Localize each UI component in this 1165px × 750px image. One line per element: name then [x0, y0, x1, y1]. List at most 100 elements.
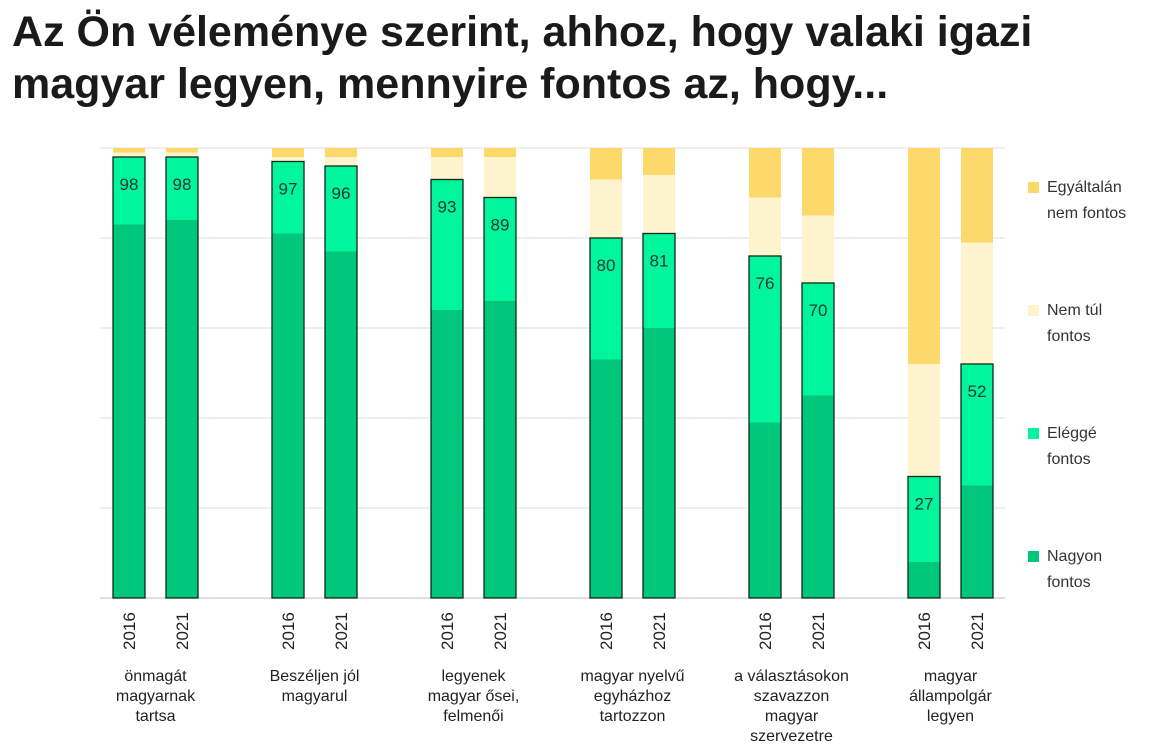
- bar-segment: [484, 197, 516, 301]
- bar-segment: [166, 152, 198, 157]
- legend-label: fontos: [1047, 451, 1091, 468]
- bar-segment: [272, 161, 304, 234]
- bar-segment: [643, 148, 675, 175]
- data-label: 89: [491, 216, 510, 235]
- bar-segment: [325, 251, 357, 598]
- legend-label: Nem túl: [1047, 302, 1102, 319]
- data-label: 76: [756, 274, 775, 293]
- bar-segment: [431, 157, 463, 180]
- group-label: tartozzon: [600, 708, 666, 725]
- important-outline: [907, 475, 941, 599]
- bar-segment: [590, 179, 622, 238]
- year-tick-label: 2016: [597, 612, 616, 650]
- legend-swatch: [1028, 551, 1039, 562]
- bar-segment: [431, 179, 463, 310]
- year-tick-label: 2021: [332, 612, 351, 650]
- chart-title-line-2: magyar legyen, mennyire fontos az, hogy.…: [12, 60, 889, 108]
- important-outline: [483, 196, 517, 599]
- group-label: magyar ősei,: [428, 688, 520, 705]
- gridlines: [100, 147, 1005, 599]
- data-label: 81: [650, 252, 669, 271]
- group-label: egyházhoz: [594, 688, 671, 705]
- important-outline: [271, 160, 305, 599]
- bar-segment: [272, 157, 304, 162]
- group-label: magyar nyelvű: [580, 668, 684, 685]
- bar-segment: [643, 233, 675, 328]
- bar-segment: [272, 233, 304, 598]
- bar-segment: [113, 152, 145, 157]
- important-outline: [748, 255, 782, 599]
- bar-segment: [749, 148, 781, 198]
- legend-label: Eléggé: [1047, 425, 1097, 442]
- bar-segment: [908, 364, 940, 477]
- bar-segment: [113, 224, 145, 598]
- legend-label: fontos: [1047, 328, 1091, 345]
- important-outline: [801, 282, 835, 599]
- x-axis: 2016 2021 önmagát magyarnak tartsa 2016 2021 Be…: [116, 612, 993, 745]
- bar-segment: [643, 175, 675, 234]
- data-label: 52: [968, 382, 987, 401]
- group-label: magyar: [765, 708, 819, 725]
- year-tick-label: 2021: [491, 612, 510, 650]
- bar-segment: [272, 148, 304, 157]
- bar-segment: [166, 148, 198, 153]
- year-tick-label: 2016: [915, 612, 934, 650]
- data-label: 96: [332, 184, 351, 203]
- year-tick-label: 2021: [968, 612, 987, 650]
- bars: [112, 148, 994, 599]
- data-label: 93: [438, 198, 457, 217]
- year-tick-label: 2021: [650, 612, 669, 650]
- bar-segment: [749, 197, 781, 256]
- data-labels: 98 98 97 96 93 89 80 81 76 70 27 52: [120, 175, 987, 514]
- bar-segment: [484, 301, 516, 598]
- bar-segment: [908, 476, 940, 562]
- year-tick-label: 2016: [120, 612, 139, 650]
- group-label: felmenői: [443, 708, 503, 725]
- legend-swatch: [1028, 428, 1039, 439]
- bar-segment: [643, 328, 675, 598]
- data-label: 70: [809, 301, 828, 320]
- bar-segment: [325, 166, 357, 252]
- data-label: 80: [597, 256, 616, 275]
- bar-segment: [113, 157, 145, 225]
- legend: Egyáltalán nem fontos Nem túl fontos Eléggé f…: [1028, 179, 1126, 591]
- bar-segment: [802, 283, 834, 396]
- data-label: 98: [173, 175, 192, 194]
- important-outline: [960, 363, 994, 599]
- bar-segment: [802, 215, 834, 283]
- bar-segment: [325, 148, 357, 157]
- year-tick-label: 2021: [809, 612, 828, 650]
- bar-segment: [961, 364, 993, 486]
- group-label: magyar: [924, 668, 978, 685]
- important-outline: [165, 156, 199, 599]
- group-label: szavazzon: [754, 688, 830, 705]
- legend-swatch: [1028, 305, 1039, 316]
- bar-segment: [961, 485, 993, 598]
- year-tick-label: 2016: [279, 612, 298, 650]
- bar-segment: [590, 359, 622, 598]
- legend-label: Nagyon: [1047, 548, 1102, 565]
- group-label: legyen: [927, 708, 974, 725]
- legend-swatch: [1028, 182, 1039, 193]
- legend-label: nem fontos: [1047, 205, 1126, 222]
- bar-segment: [166, 157, 198, 220]
- year-tick-label: 2016: [756, 612, 775, 650]
- group-label: legyenek: [441, 668, 506, 685]
- bar-segment: [908, 562, 940, 598]
- legend-label: Egyáltalán: [1047, 179, 1122, 196]
- bar-segment: [961, 148, 993, 243]
- legend-label: fontos: [1047, 574, 1091, 591]
- year-tick-label: 2016: [438, 612, 457, 650]
- important-outline: [589, 237, 623, 599]
- important-outline: [430, 178, 464, 599]
- group-label: magyarnak: [116, 688, 196, 705]
- group-label: önmagát: [124, 668, 187, 685]
- bar-segment: [908, 148, 940, 364]
- group-label: a választásokon: [734, 668, 849, 685]
- bar-segment: [431, 148, 463, 157]
- bar-segment: [113, 148, 145, 153]
- chart-title-line-1: Az Ön véleménye szerint, ahhoz, hogy val…: [12, 8, 1033, 56]
- bar-segment: [590, 148, 622, 180]
- important-outline: [324, 165, 358, 599]
- data-label: 27: [915, 495, 934, 514]
